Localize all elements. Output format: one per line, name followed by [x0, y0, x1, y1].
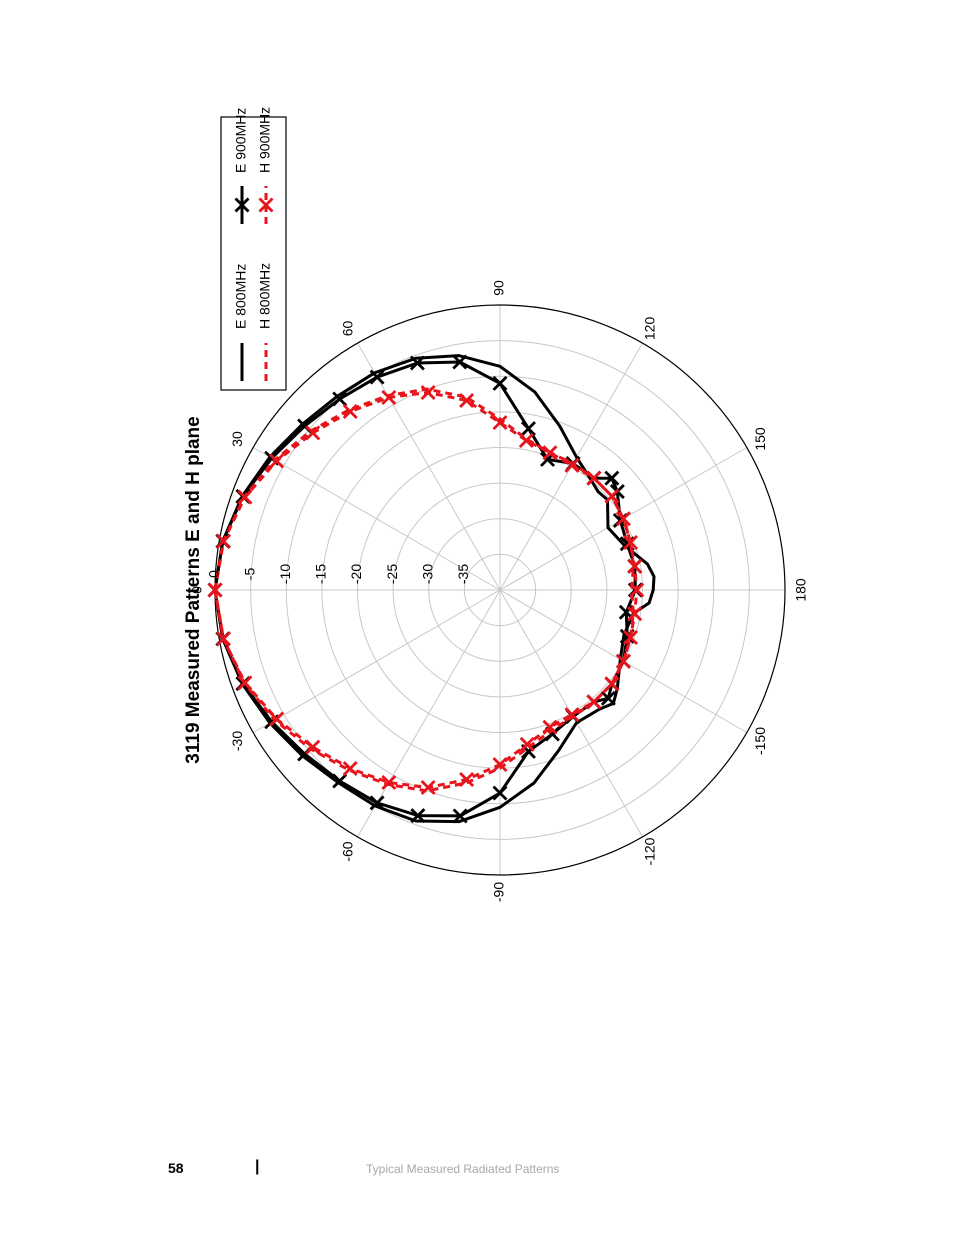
angle-tick-label: -120: [642, 837, 658, 865]
series-marker-e-900mhz: [492, 785, 508, 801]
series-marker-e-900mhz: [520, 421, 536, 437]
series-marker-e-900mhz: [409, 355, 425, 371]
series-marker-h-900mhz: [459, 393, 475, 409]
radial-tick-label: -35: [455, 564, 471, 584]
series-marker-e-900mhz: [600, 690, 616, 706]
series-marker-e-900mhz: [452, 354, 468, 370]
series-marker-h-900mhz: [615, 653, 631, 669]
angle-tick-label: 60: [340, 320, 356, 336]
series-marker-h-900mhz: [542, 719, 558, 735]
legend-label-h-900mhz: H 900MHz: [257, 107, 273, 173]
radial-tick-label: -10: [277, 564, 293, 584]
polar-grid: [214, 304, 786, 876]
series-marker-h-900mhz: [586, 470, 602, 486]
radial-tick-label: -20: [348, 564, 364, 584]
legend-marker-e-900mhz: [234, 197, 250, 213]
series-marker-e-900mhz: [604, 470, 620, 486]
angle-tick-label: 90: [491, 280, 507, 296]
series-marker-h-900mhz: [305, 739, 321, 755]
series-marker-h-900mhz: [459, 771, 475, 787]
angle-tick-label: 180: [793, 578, 809, 602]
legend-label-e-900mhz: E 900MHz: [233, 108, 249, 173]
series-marker-h-900mhz: [627, 558, 643, 574]
angle-tick-label: 150: [752, 427, 768, 451]
series-marker-h-900mhz: [492, 757, 508, 773]
series-marker-h-900mhz: [604, 676, 620, 692]
series-marker-h-900mhz: [381, 389, 397, 405]
series-marker-h-900mhz: [420, 780, 436, 796]
series-marker-h-900mhz: [518, 433, 534, 449]
series-marker-h-900mhz: [564, 707, 580, 723]
angle-tick-label: 0: [189, 586, 205, 594]
series-marker-e-900mhz: [369, 369, 385, 385]
series-marker-h-900mhz: [629, 582, 645, 598]
angle-tick-label: 30: [229, 431, 245, 447]
grid-spoke: [252, 447, 501, 591]
series-marker-h-900mhz: [305, 425, 321, 441]
tick-labels: 0 30 60 90 120 150 180 -150 -120 -90 -60 -30 0 -5 -10 -…: [189, 280, 809, 902]
series-marker-e-900mhz: [369, 795, 385, 811]
series-marker-h-900mhz: [216, 533, 232, 549]
series-layer: [207, 354, 656, 824]
series-marker-h-900mhz: [564, 457, 580, 473]
radial-tick-label: -25: [384, 564, 400, 584]
series-marker-h-900mhz: [237, 489, 253, 505]
angle-tick-label: -90: [491, 882, 507, 902]
legend-marker-h-900mhz: [258, 197, 274, 213]
footer-separator: |: [255, 1158, 260, 1175]
series-marker-h-900mhz: [342, 760, 358, 776]
series-marker-h-900mhz: [542, 445, 558, 461]
series-marker-h-900mhz: [615, 511, 631, 527]
series-marker-e-900mhz: [452, 808, 468, 824]
series-marker-e-900mhz: [492, 375, 508, 391]
angle-tick-label: 120: [642, 317, 658, 341]
series-marker-h-900mhz: [604, 488, 620, 504]
footer-section-title: Typical Measured Radiated Patterns: [366, 1162, 560, 1176]
series-marker-h-900mhz: [216, 631, 232, 647]
legend-label-e-800mhz: E 800MHz: [233, 264, 249, 329]
angle-tick-label: -30: [229, 731, 245, 751]
angle-tick-label: -150: [752, 727, 768, 755]
series-marker-h-900mhz: [420, 384, 436, 400]
series-marker-h-900mhz: [627, 606, 643, 622]
series-line-e-900mhz: [213, 360, 637, 818]
legend: E 800MHz E 900MHz H 800MHz H 900MHz: [220, 107, 287, 391]
series-marker-h-900mhz: [269, 711, 285, 727]
radial-tick-label: 0: [206, 570, 222, 578]
radial-tick-label: -15: [313, 564, 329, 584]
grid-spoke: [357, 589, 501, 838]
radial-tick-label: -5: [241, 568, 257, 581]
series-marker-h-900mhz: [586, 694, 602, 710]
series-marker-h-900mhz: [623, 534, 639, 550]
series-marker-h-900mhz: [207, 582, 223, 598]
page-number: 58: [168, 1160, 184, 1176]
legend-box: [220, 116, 287, 391]
series-marker-e-900mhz: [332, 391, 348, 407]
radial-tick-label: -30: [419, 564, 435, 584]
grid-spoke: [357, 342, 501, 591]
series-marker-h-900mhz: [381, 775, 397, 791]
series-marker-e-900mhz: [410, 808, 426, 824]
series-marker-h-900mhz: [623, 630, 639, 646]
series-marker-h-900mhz: [237, 675, 253, 691]
series-marker-h-900mhz: [519, 736, 535, 752]
grid-spoke: [252, 589, 501, 733]
angle-tick-label: -60: [340, 841, 356, 861]
series-line-e-800mhz: [213, 354, 656, 824]
legend-label-h-800mhz: H 800MHz: [257, 263, 273, 329]
series-marker-h-900mhz: [342, 404, 358, 420]
series-marker-h-900mhz: [492, 415, 508, 431]
series-marker-e-900mhz: [332, 773, 348, 789]
chart-title: 3119 Measured Patterns E and H plane: [183, 416, 204, 763]
series-marker-h-900mhz: [269, 453, 285, 469]
